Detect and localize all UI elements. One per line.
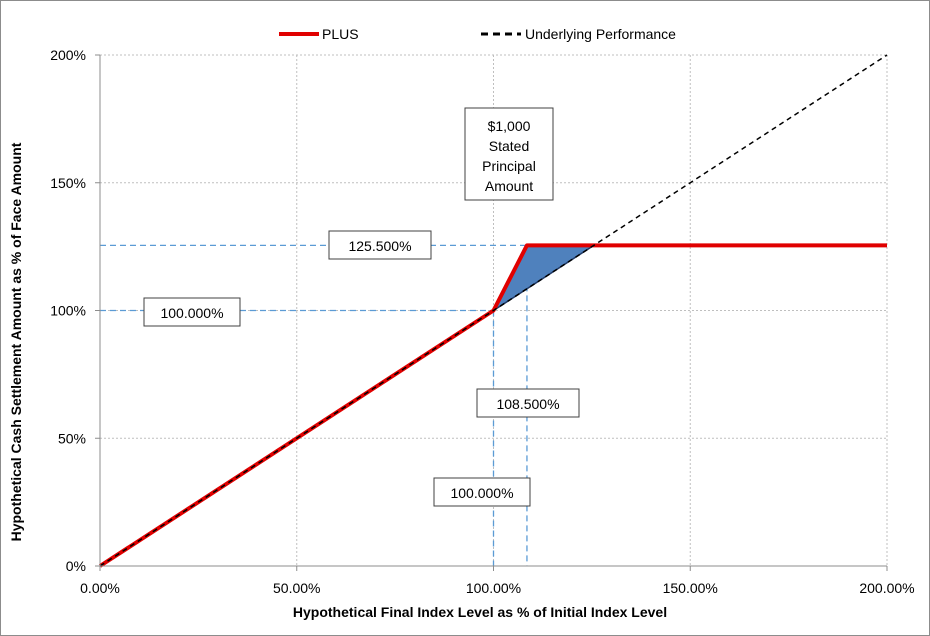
annotation-box — [143, 297, 241, 327]
legend-label-underlying: Underlying Performance — [525, 26, 676, 42]
x-tick-label: 50.00% — [273, 580, 320, 596]
x-tick-label: 0.00% — [80, 580, 120, 596]
annotation-label: Amount — [485, 178, 533, 194]
series-line-underlying — [99, 54, 888, 567]
annotation-box — [476, 388, 580, 418]
y-tick-label: 150% — [50, 175, 86, 191]
x-axis-title: Hypothetical Final Index Level as % of I… — [293, 604, 667, 620]
series-line-plus — [98, 243, 887, 568]
legend-label-plus: PLUS — [322, 26, 359, 42]
x-tick-label: 100.00% — [466, 580, 521, 596]
annotation-label: 125.500% — [348, 238, 411, 254]
annotation-label: Stated — [489, 138, 529, 154]
x-tick-label: 150.00% — [663, 580, 718, 596]
annotation-box — [433, 477, 531, 507]
annotation-label: Principal — [482, 158, 536, 174]
y-tick-label: 100% — [50, 303, 86, 319]
annotation-box — [464, 107, 554, 201]
y-axis-title: Hypothetical Cash Settlement Amount as %… — [8, 142, 24, 541]
annotation-label: 100.000% — [160, 305, 223, 321]
annotation-label: $1,000 — [488, 118, 531, 134]
y-tick-label: 200% — [50, 47, 86, 63]
annotation-box — [328, 230, 432, 260]
x-tick-label: 200.00% — [859, 580, 914, 596]
y-tick-label: 0% — [66, 558, 86, 574]
annotation-label: 100.000% — [450, 485, 513, 501]
y-tick-label: 50% — [58, 430, 86, 446]
annotation-label: 108.500% — [496, 396, 559, 412]
